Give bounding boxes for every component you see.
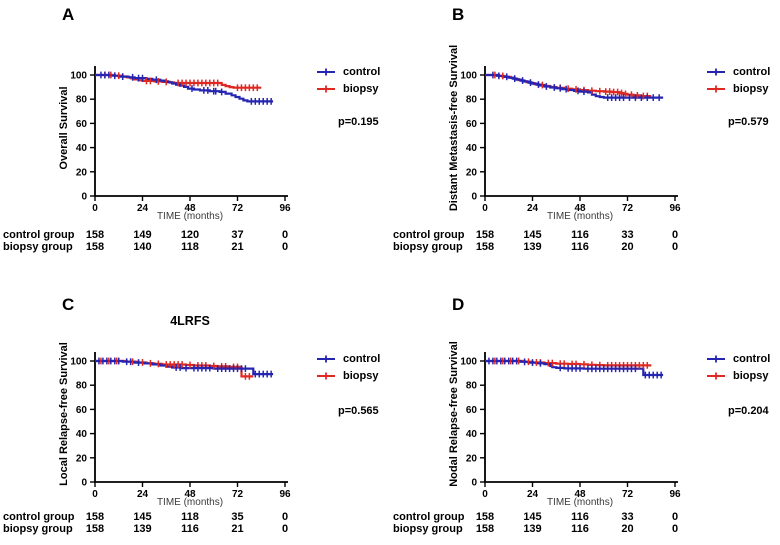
y-tick-label: 80 <box>466 95 478 106</box>
y-tick-label: 80 <box>76 381 88 392</box>
panel-d: D Nodal Relapse-free Survival 0 20 40 60 80 1… <box>390 273 780 545</box>
y-tick-label: 20 <box>76 453 88 464</box>
x-tick-label: 96 <box>279 203 291 214</box>
legend-item-biopsy: biopsy <box>706 80 770 97</box>
x-tick-label: 24 <box>527 489 539 500</box>
control-line-marker-icon <box>317 355 335 362</box>
axis-line <box>484 66 678 197</box>
legend-label: control <box>343 352 381 365</box>
legend-label: control <box>733 65 771 78</box>
y-tick-label: 0 <box>471 192 477 203</box>
axis-line <box>484 352 678 483</box>
y-tick-label: 0 <box>81 192 87 203</box>
x-tick-label: 24 <box>137 203 149 214</box>
x-axis-label: TIME (months) <box>156 211 224 222</box>
legend: control biopsy <box>706 350 770 384</box>
control-line-marker-icon <box>317 68 335 75</box>
legend-label: biopsy <box>343 82 379 95</box>
legend-label: biopsy <box>733 82 769 95</box>
panel-b: B Distant Metastasis-free Survival 0 20 40… <box>390 0 780 272</box>
x-axis-label: TIME (months) <box>546 497 614 508</box>
control-survival-curve <box>95 359 274 376</box>
control-line-marker-icon <box>707 355 725 362</box>
y-tick-label: 40 <box>466 143 478 154</box>
panel-letter: B <box>452 5 465 24</box>
legend-label: biopsy <box>343 369 379 382</box>
legend: control biopsy <box>706 63 770 97</box>
y-tick-label: 60 <box>466 119 478 130</box>
biopsy-line-marker-icon <box>707 85 725 92</box>
km-plot: 0 20 40 60 80 100 0 24 48 72 96 <box>70 66 291 214</box>
y-tick-label: 80 <box>466 381 478 392</box>
control-line-marker-icon <box>707 68 725 75</box>
x-tick-label: 96 <box>279 489 291 500</box>
panel-a: A Overall Survival 0 20 40 60 80 100 0 24 48 72 96… <box>0 0 390 272</box>
x-axis-label: TIME (months) <box>546 211 614 222</box>
x-tick-label: 72 <box>232 489 244 500</box>
y-tick-label: 40 <box>466 429 478 440</box>
x-tick-label: 48 <box>574 489 586 500</box>
x-tick-label: 0 <box>92 203 98 214</box>
legend-item-biopsy: biopsy <box>316 367 380 384</box>
km-plot: 0 20 40 60 80 100 0 24 48 72 96 <box>460 66 681 214</box>
y-tick-label: 40 <box>76 429 88 440</box>
x-tick-label: 0 <box>482 203 488 214</box>
y-tick-label: 60 <box>76 405 88 416</box>
biopsy-line-marker-icon <box>707 372 725 379</box>
p-value: p=0.195 <box>338 116 379 128</box>
y-tick-label: 0 <box>81 478 87 489</box>
legend-label: biopsy <box>733 369 769 382</box>
km-plot: 0 20 40 60 80 100 0 24 48 72 96 <box>460 352 681 500</box>
y-tick-label: 100 <box>70 357 87 368</box>
panel-letter: C <box>62 295 75 314</box>
p-value: p=0.565 <box>338 405 379 417</box>
legend: control biopsy <box>316 350 380 384</box>
x-tick-label: 96 <box>669 489 681 500</box>
legend-item-control: control <box>706 63 770 80</box>
y-tick-label: 80 <box>76 95 88 106</box>
y-tick-label: 20 <box>76 167 88 178</box>
panel-title: 4LRFS <box>170 314 210 328</box>
y-tick-label: 100 <box>70 71 87 82</box>
panel-c: C 4LRFS Local Relapse-free Survival 0 20 4… <box>0 273 390 545</box>
panel-letter: D <box>452 295 465 314</box>
y-tick-label: 40 <box>76 143 88 154</box>
legend-item-control: control <box>316 63 380 80</box>
y-tick-label: 0 <box>471 478 477 489</box>
legend-item-biopsy: biopsy <box>316 80 380 97</box>
control-survival-curve <box>485 73 664 99</box>
y-tick-label: 60 <box>466 405 478 416</box>
x-tick-label: 0 <box>92 489 98 500</box>
x-tick-label: 24 <box>527 203 539 214</box>
p-value: p=0.204 <box>728 405 769 417</box>
legend-label: control <box>733 352 771 365</box>
legend-item-control: control <box>706 350 770 367</box>
x-tick-label: 24 <box>137 489 149 500</box>
biopsy-line-marker-icon <box>317 85 335 92</box>
y-tick-label: 20 <box>466 167 478 178</box>
x-tick-label: 72 <box>622 489 634 500</box>
x-tick-label: 96 <box>669 203 681 214</box>
km-plot: 0 20 40 60 80 100 0 24 48 72 96 <box>70 352 291 500</box>
y-tick-label: 100 <box>460 71 477 82</box>
x-tick-label: 48 <box>184 203 196 214</box>
y-tick-label: 20 <box>466 453 478 464</box>
x-tick-label: 72 <box>232 203 244 214</box>
y-tick-label: 60 <box>76 119 88 130</box>
x-tick-label: 72 <box>622 203 634 214</box>
x-tick-label: 48 <box>184 489 196 500</box>
legend-item-control: control <box>316 350 380 367</box>
y-tick-label: 100 <box>460 357 477 368</box>
x-axis-label: TIME (months) <box>156 497 224 508</box>
x-tick-label: 0 <box>482 489 488 500</box>
legend-item-biopsy: biopsy <box>706 367 770 384</box>
panel-letter: A <box>62 5 75 24</box>
biopsy-line-marker-icon <box>317 372 335 379</box>
legend: control biopsy <box>316 63 380 97</box>
legend-label: control <box>343 65 381 78</box>
x-tick-label: 48 <box>574 203 586 214</box>
p-value: p=0.579 <box>728 116 769 128</box>
